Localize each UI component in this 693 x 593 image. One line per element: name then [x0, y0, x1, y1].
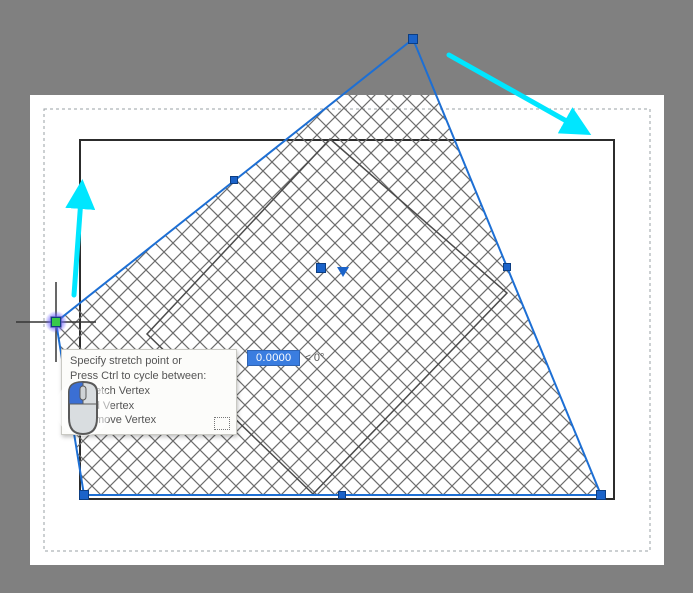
tooltip-item: • Remove Vertex: [70, 413, 228, 428]
polygon-vertex-grip[interactable]: [51, 317, 61, 327]
polygon-mid-grip[interactable]: [503, 263, 511, 271]
tooltip-line: Press Ctrl to cycle between:: [70, 369, 228, 384]
polygon-mid-grip[interactable]: [230, 176, 238, 184]
dynamic-input[interactable]: 0.0000 < 0°: [247, 350, 324, 366]
polygon-vertex-grip[interactable]: [596, 490, 606, 500]
drawing-canvas[interactable]: [0, 0, 693, 593]
tooltip-line: Specify stretch point or: [70, 354, 228, 369]
tooltip-item: • Stretch Vertex: [70, 384, 228, 399]
tooltip-item: • Add Vertex: [70, 399, 228, 414]
centroid-grip[interactable]: [316, 263, 326, 273]
polygon-vertex-grip[interactable]: [408, 34, 418, 44]
polygon-mid-grip[interactable]: [338, 491, 346, 499]
centroid-menu-icon[interactable]: [337, 267, 349, 277]
grip-tooltip: Specify stretch point or Press Ctrl to c…: [61, 349, 237, 435]
polygon-vertex-grip[interactable]: [79, 490, 89, 500]
distance-input[interactable]: 0.0000: [247, 350, 300, 366]
keyboard-icon: [214, 417, 230, 430]
angle-label: < 0°: [304, 352, 324, 364]
cad-canvas-stage[interactable]: Specify stretch point or Press Ctrl to c…: [0, 0, 693, 593]
